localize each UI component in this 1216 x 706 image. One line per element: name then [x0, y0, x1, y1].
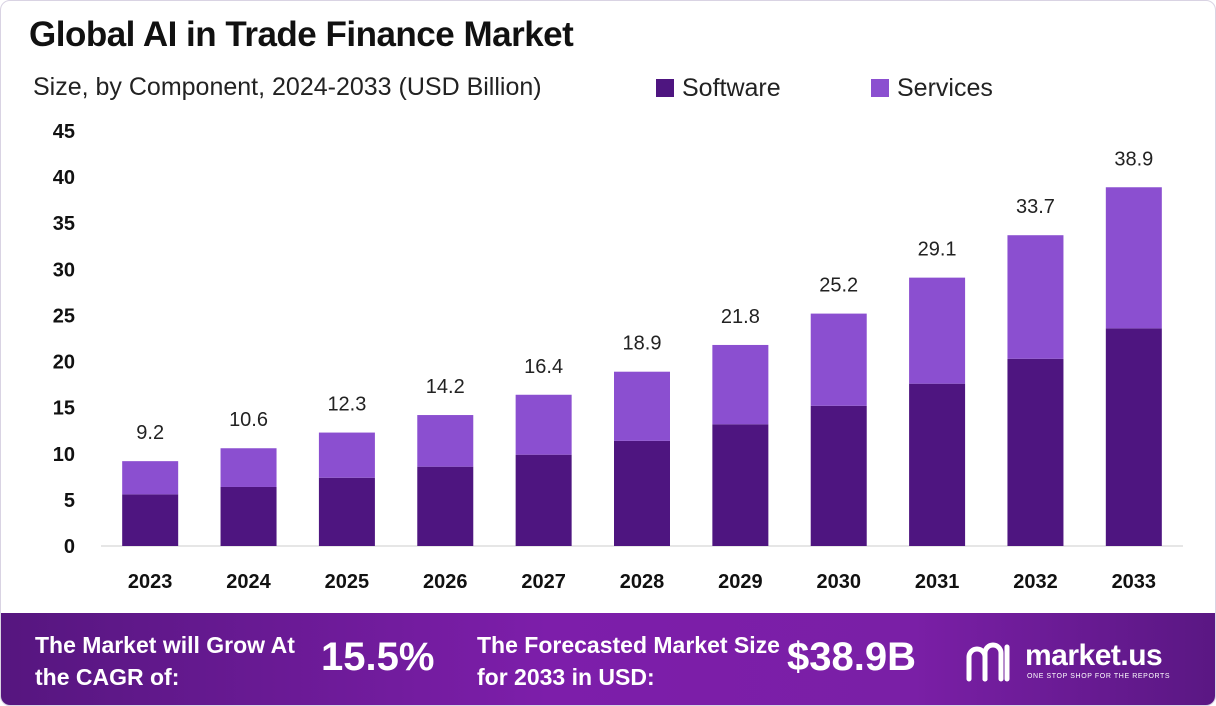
- x-tick-label: 2023: [128, 571, 173, 593]
- x-tick-label: 2031: [915, 571, 960, 593]
- bar-services-2024: [220, 448, 277, 487]
- bar-total-label: 29.1: [918, 239, 957, 261]
- bar-software-2031: [909, 383, 966, 546]
- bar-services-2030: [810, 313, 867, 406]
- bar-software-2028: [614, 440, 670, 546]
- bar-total-label: 33.7: [1016, 196, 1055, 218]
- x-tick-label: 2026: [423, 571, 468, 593]
- bar-services-2031: [909, 277, 966, 384]
- cagr-value: 15.5%: [321, 635, 435, 679]
- bar-services-2029: [712, 344, 769, 425]
- x-tick-label: 2027: [521, 571, 566, 593]
- chart-title: Global AI in Trade Finance Market: [29, 15, 574, 54]
- bar-total-label: 38.9: [1114, 148, 1153, 170]
- x-tick-label: 2033: [1112, 571, 1157, 593]
- bar-services-2026: [417, 415, 474, 467]
- cagr-label: The Market will Grow At the CAGR of:: [35, 632, 295, 690]
- bar-services-2025: [318, 432, 375, 478]
- bar-total-label: 25.2: [819, 275, 858, 297]
- y-tick-label: 0: [64, 536, 75, 558]
- x-tick-label: 2029: [718, 571, 763, 593]
- x-tick-label: 2024: [226, 571, 271, 593]
- bar-total-label: 12.3: [327, 394, 366, 416]
- y-tick-label: 10: [53, 444, 75, 466]
- bar-total-label: 10.6: [229, 409, 268, 431]
- legend-item-software: Software: [656, 73, 781, 103]
- y-tick-label: 15: [53, 398, 75, 420]
- bar-software-2032: [1007, 358, 1064, 546]
- market-us-logo-icon: [966, 642, 1010, 682]
- x-tick-label: 2025: [325, 571, 370, 593]
- bar-services-2023: [122, 461, 179, 495]
- bar-total-label: 9.2: [136, 422, 164, 444]
- y-tick-label: 5: [64, 490, 75, 512]
- bar-total-label: 14.2: [426, 376, 465, 398]
- y-tick-label: 30: [53, 259, 75, 281]
- x-tick-label: 2032: [1013, 571, 1058, 593]
- bar-chart: 0510152025303540459.2202310.6202412.3202…: [53, 121, 1183, 593]
- brand-name: market.us: [1025, 639, 1163, 672]
- legend-label-services: Services: [897, 73, 993, 102]
- y-tick-label: 25: [53, 305, 75, 327]
- forecast-size-value: $38.9B: [787, 635, 916, 679]
- y-tick-label: 35: [53, 213, 75, 235]
- bar-services-2033: [1105, 187, 1162, 329]
- legend-item-services: Services: [871, 73, 993, 103]
- bar-software-2024: [220, 486, 277, 546]
- bar-total-label: 16.4: [524, 356, 563, 378]
- forecast-size-label: The Forecasted Market Size for 2033 in U…: [477, 632, 780, 690]
- legend-swatch-software: [656, 79, 674, 97]
- legend-label-software: Software: [682, 73, 781, 102]
- bar-services-2028: [614, 371, 670, 441]
- bar-software-2025: [318, 477, 375, 546]
- bar-software-2023: [122, 494, 179, 546]
- bar-total-label: 18.9: [623, 333, 662, 355]
- brand-logo: market.us ONE STOP SHOP FOR THE REPORTS: [963, 637, 1193, 687]
- bar-software-2029: [712, 424, 769, 546]
- bar-software-2030: [810, 405, 867, 546]
- brand-tagline: ONE STOP SHOP FOR THE REPORTS: [1027, 673, 1171, 680]
- bar-software-2026: [417, 466, 474, 546]
- bar-services-2032: [1007, 235, 1064, 359]
- legend-swatch-services: [871, 79, 889, 97]
- x-tick-label: 2030: [816, 571, 861, 593]
- bar-services-2027: [515, 394, 572, 455]
- y-tick-label: 20: [53, 352, 75, 374]
- bar-software-2027: [515, 454, 572, 546]
- footer-banner: The Market will Grow At the CAGR of: 15.…: [1, 613, 1215, 705]
- x-tick-label: 2028: [620, 571, 665, 593]
- bar-software-2033: [1105, 328, 1162, 546]
- bar-total-label: 21.8: [721, 306, 760, 328]
- y-tick-label: 40: [53, 167, 75, 189]
- y-tick-label: 45: [53, 121, 75, 143]
- chart-subtitle: Size, by Component, 2024-2033 (USD Billi…: [33, 73, 542, 101]
